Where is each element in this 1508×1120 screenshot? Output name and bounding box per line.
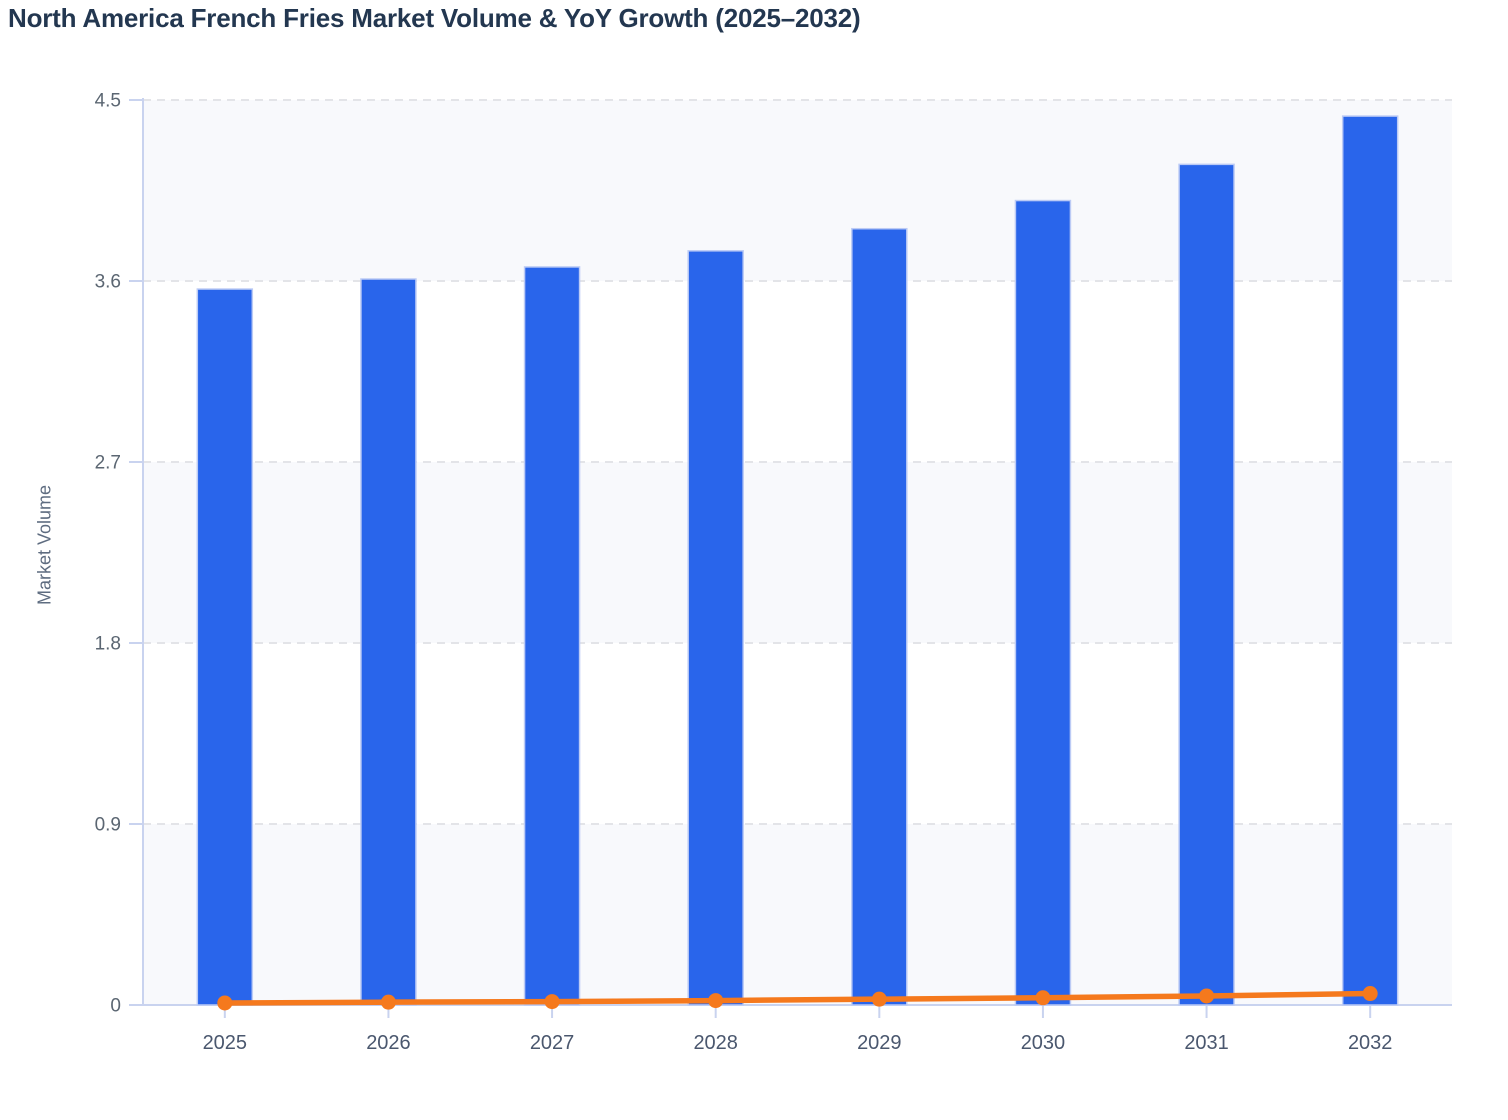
plot-band — [143, 462, 1452, 643]
bar-2032[interactable] — [1341, 115, 1399, 1006]
yoy-point-2031[interactable] — [1199, 988, 1215, 1004]
x-tick-label-2031: 2031 — [1184, 1032, 1229, 1054]
bar-2025[interactable] — [196, 288, 254, 1006]
x-tick-label-2025: 2025 — [203, 1032, 248, 1054]
x-tick-label-2030: 2030 — [1021, 1032, 1066, 1054]
bar-2030[interactable] — [1014, 199, 1072, 1006]
yoy-growth-line — [222, 990, 1373, 1006]
bar-2027[interactable] — [523, 266, 581, 1006]
bar-2026[interactable] — [360, 278, 417, 1006]
plot-band — [143, 100, 1452, 281]
x-tick-label-2028: 2028 — [693, 1032, 738, 1054]
yoy-point-2025[interactable] — [217, 995, 233, 1011]
y-tick-label: 0 — [110, 996, 121, 1017]
yoy-point-2027[interactable] — [544, 994, 560, 1010]
y-tick-label: 1.8 — [95, 634, 121, 655]
x-tick-label-2029: 2029 — [857, 1032, 902, 1054]
plot-band — [143, 824, 1452, 1005]
yoy-point-2032[interactable] — [1362, 986, 1378, 1002]
bar-2028[interactable] — [687, 250, 744, 1006]
y-tick-label: 0.9 — [95, 815, 121, 836]
bar-2029[interactable] — [851, 227, 908, 1006]
yoy-point-2030[interactable] — [1035, 990, 1051, 1006]
chart-title: North America French Fries Market Volume… — [8, 3, 861, 33]
yoy-point-2026[interactable] — [380, 994, 396, 1010]
yoy-point-2028[interactable] — [708, 993, 724, 1009]
x-tick-label-2032: 2032 — [1348, 1032, 1393, 1054]
x-tick-label-2026: 2026 — [366, 1032, 411, 1054]
x-tick-label-2027: 2027 — [530, 1032, 575, 1054]
y-tick-label: 3.6 — [95, 272, 121, 293]
y-tick-label: 4.5 — [95, 91, 121, 112]
yoy-point-2029[interactable] — [871, 991, 887, 1007]
y-tick-label: 2.7 — [95, 453, 121, 474]
bar-2031[interactable] — [1178, 163, 1235, 1006]
